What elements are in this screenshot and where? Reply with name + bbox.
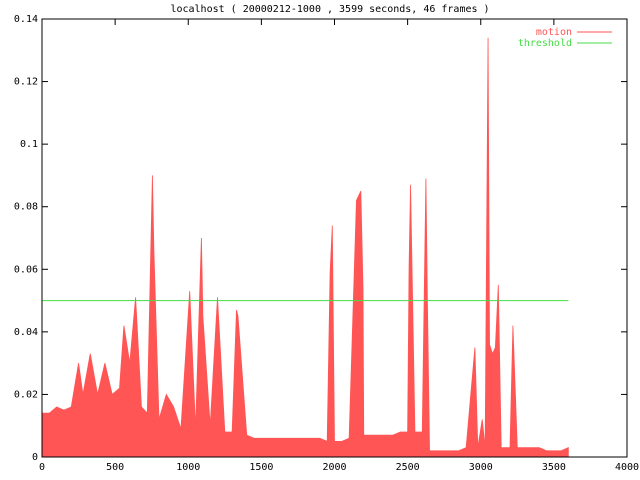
legend-label: motion	[536, 27, 572, 38]
x-tick-label: 1500	[249, 462, 273, 473]
legend-label: threshold	[518, 38, 572, 49]
plot-frame	[41, 18, 628, 458]
x-tick-label: 1000	[176, 462, 200, 473]
motion-area	[41, 37, 569, 458]
x-tick-label: 500	[106, 462, 124, 473]
x-tick-label: 0	[39, 462, 45, 473]
x-tick-label: 4000	[615, 462, 639, 473]
chart-title: localhost ( 20000212-1000 , 3599 seconds…	[170, 4, 489, 15]
x-tick-label: 3500	[542, 462, 566, 473]
y-tick-label: 0.08	[14, 202, 38, 213]
x-tick-label: 3000	[469, 462, 493, 473]
y-tick-label: 0.04	[14, 327, 38, 338]
x-tick-label: 2500	[396, 462, 420, 473]
y-tick-label: 0.14	[14, 14, 38, 25]
y-tick-label: 0.02	[14, 389, 38, 400]
y-tick-label: 0.12	[14, 77, 38, 88]
y-tick-label: 0.06	[14, 264, 38, 275]
x-tick-label: 2000	[322, 462, 346, 473]
y-tick-label: 0	[32, 452, 38, 463]
y-tick-label: 0.1	[20, 139, 38, 150]
